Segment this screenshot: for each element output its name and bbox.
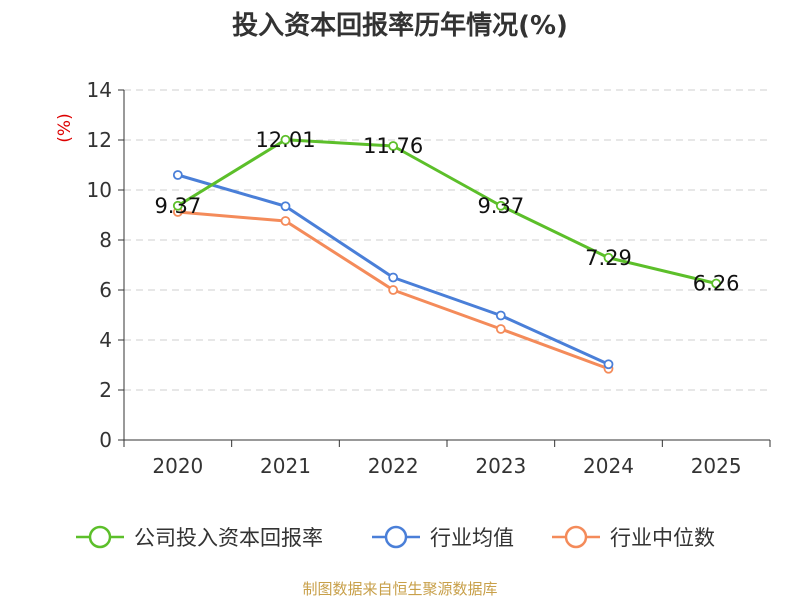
legend-swatch-marker [384,525,408,549]
data-labels: 9.37 12.01 11.76 9.37 7.29 6.26 [154,128,739,296]
data-label: 9.37 [154,194,201,218]
data-point-2[interactable] [495,324,506,334]
data-label: 12.01 [255,128,315,152]
x-tick-label: 2020 [152,454,203,478]
y-tick-label: 0 [99,428,112,452]
legend[interactable]: 公司投入资本回报率 行业均值 行业中位数 [76,525,715,550]
x-tick-label: 2024 [583,454,634,478]
data-point-1[interactable] [280,201,291,212]
data-point-1[interactable] [172,170,183,180]
data-point-0[interactable] [603,252,614,263]
x-tick-label: 2021 [260,454,311,478]
x-tick-label: 2025 [691,454,742,478]
y-unit-label: (%) [55,113,75,142]
grid-lines [124,89,770,391]
x-tick-label: 2023 [475,454,526,478]
y-tick-label: 8 [99,228,112,252]
data-point-0[interactable] [280,134,291,145]
data-point-2[interactable] [388,285,399,295]
source-text: 制图数据来自恒生聚源数据库 [302,580,497,598]
data-point-0[interactable] [172,200,183,211]
legend-item-label[interactable]: 行业中位数 [610,526,715,550]
data-point-1[interactable] [495,310,506,321]
data-label: 9.37 [477,194,524,218]
data-label: 11.76 [363,134,423,158]
data-point-0[interactable] [388,141,399,151]
data-label: 6.26 [693,272,740,296]
legend-item-label[interactable]: 行业均值 [430,526,514,550]
data-point-0[interactable] [495,200,506,211]
legend-swatch-marker [88,525,112,549]
legend-swatch-marker [564,525,588,549]
data-point-1[interactable] [388,272,399,283]
y-tick-label: 12 [87,128,112,152]
data-point-2[interactable] [280,216,291,226]
series-line-0 [177,138,717,285]
y-tick-label: 4 [99,328,112,352]
y-tick-label: 2 [99,378,112,402]
data-point-0[interactable] [711,278,722,289]
data-point-1[interactable] [603,359,614,370]
y-tick-label: 14 [87,78,112,102]
axes: 0 2 4 6 8 10 12 14 2020 2021 2022 2023 2024 2025 [87,78,771,478]
y-tick-label: 10 [87,178,112,202]
chart-title: 投入资本回报率历年情况(%) [232,10,568,41]
legend-item-label[interactable]: 公司投入资本回报率 [134,526,323,550]
y-tick-label: 6 [99,278,112,302]
series-line-1 [177,173,610,366]
series-lines [172,134,722,374]
x-tick-label: 2022 [368,454,419,478]
data-label: 7.29 [585,246,632,270]
